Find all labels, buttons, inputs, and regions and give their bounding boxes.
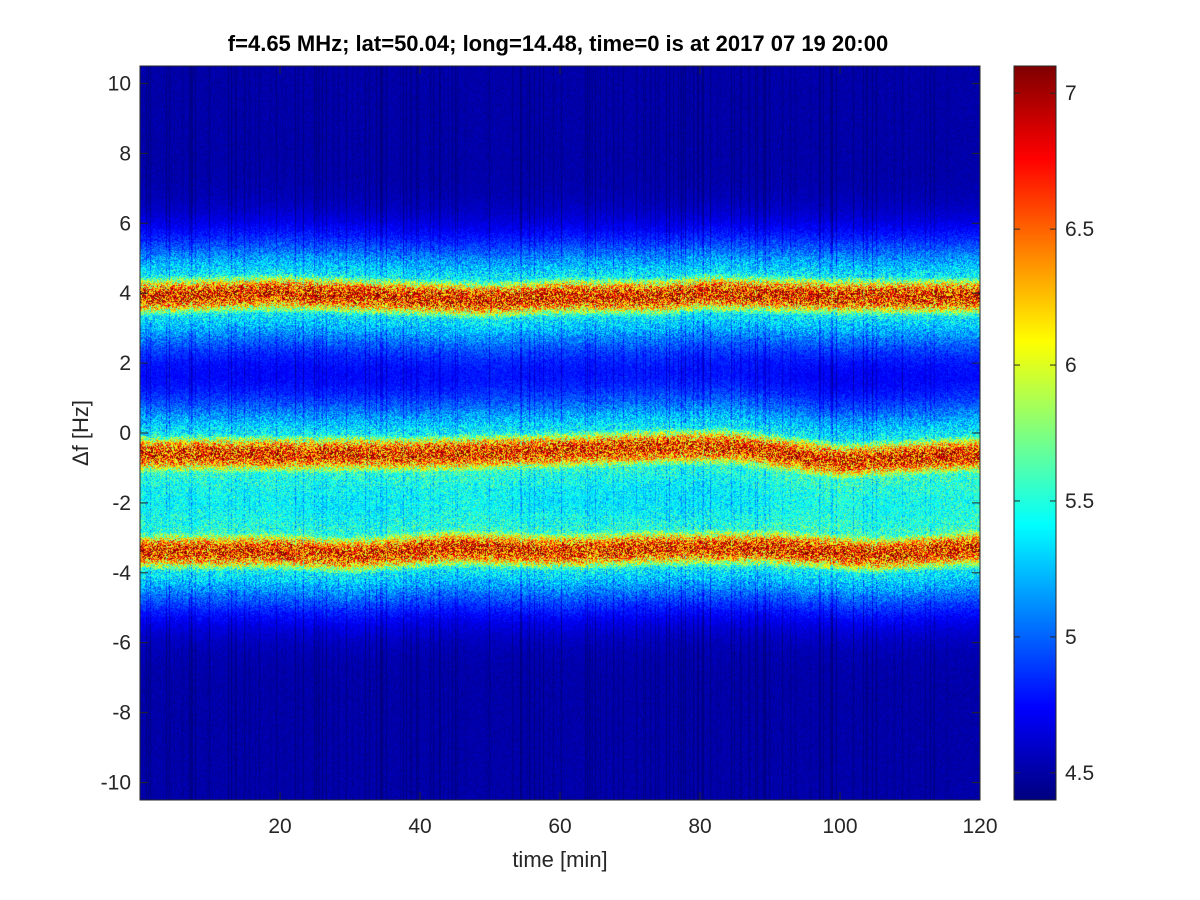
y-tick-label: -2: [112, 492, 131, 515]
colorbar-tick-label: 5.5: [1065, 490, 1094, 513]
y-tick-label: 8: [119, 142, 131, 165]
chart-title: f=4.65 MHz; lat=50.04; long=14.48, time=…: [228, 31, 888, 56]
x-tick-label: 80: [688, 815, 711, 838]
x-tick-label: 20: [268, 815, 291, 838]
colorbar-frame: [1013, 65, 1057, 801]
x-tick-label: 40: [408, 815, 431, 838]
plot-area: [139, 65, 981, 801]
colorbar-tick-label: 6: [1065, 354, 1077, 377]
x-axis-ticks: 20 40 60 80 100 120: [268, 66, 998, 838]
x-axis-label: time [min]: [512, 847, 607, 872]
y-axis-label: Δf [Hz]: [68, 400, 93, 466]
x-tick-label: 120: [962, 815, 997, 838]
colorbar-tick-label: 5: [1065, 626, 1077, 649]
x-tick-label: 60: [548, 815, 571, 838]
x-tick-label: 100: [822, 815, 857, 838]
colorbar-ticks: 7 6.5 6 5.5 5 4.5: [1014, 82, 1094, 785]
y-tick-label: 10: [108, 72, 131, 95]
colorbar-tick-label: 4.5: [1065, 762, 1094, 785]
y-tick-label: 2: [119, 352, 131, 375]
y-tick-label: -4: [112, 562, 131, 585]
y-tick-label: -6: [112, 632, 131, 655]
y-tick-label: -8: [112, 702, 131, 725]
y-tick-label: 4: [119, 282, 131, 305]
colorbar: 7 6.5 6 5.5 5 4.5: [1013, 65, 1094, 801]
y-tick-label: 0: [119, 422, 131, 445]
heatmap-image: [140, 66, 980, 800]
colorbar-gradient: [1014, 66, 1056, 800]
y-tick-label: -10: [101, 772, 131, 795]
colorbar-tick-label: 6.5: [1065, 218, 1094, 241]
y-axis-ticks: 10 8 6 4 2 0 -2 -4 -6 -8 -10: [101, 72, 980, 795]
y-tick-label: 6: [119, 212, 131, 235]
colorbar-tick-label: 7: [1065, 82, 1077, 105]
